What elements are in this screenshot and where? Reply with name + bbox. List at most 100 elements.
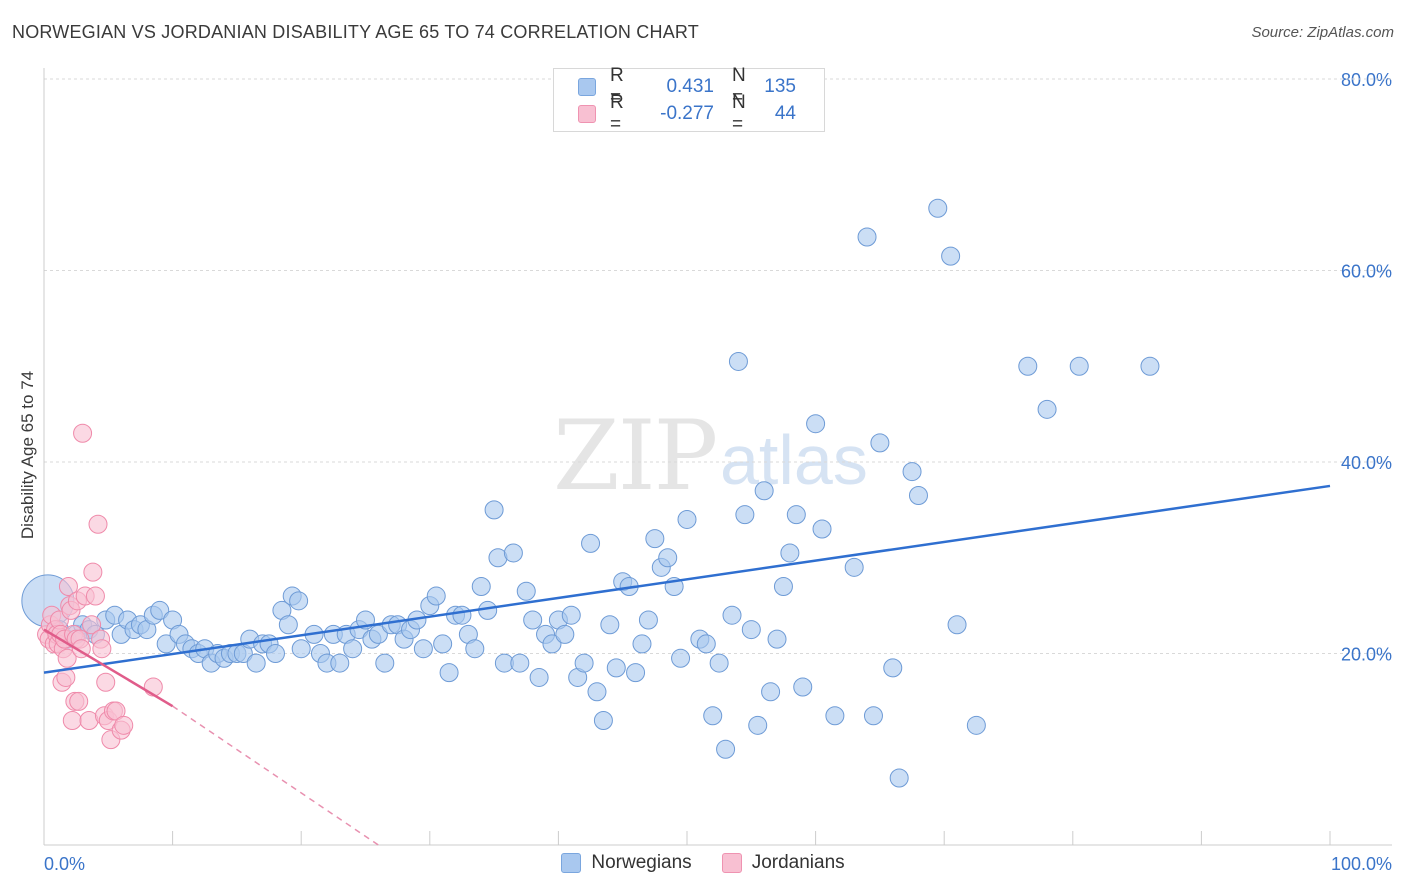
point-norwegians: [150, 600, 170, 620]
y-tick-label: 60.0%: [1341, 262, 1392, 282]
point-jordanians: [58, 576, 78, 596]
point-norwegians: [600, 615, 620, 635]
point-jordanians: [88, 514, 108, 534]
point-norwegians: [626, 663, 646, 683]
point-norwegians: [478, 600, 498, 620]
point-norwegians: [716, 739, 736, 759]
y-tick-label: 40.0%: [1341, 453, 1392, 473]
point-norwegians: [671, 648, 691, 668]
y-tick-label: 20.0%: [1341, 645, 1392, 665]
series-legend: Norwegians Jordanians: [0, 852, 1406, 874]
chart-title: NORWEGIAN VS JORDANIAN DISABILITY AGE 65…: [12, 22, 699, 42]
point-norwegians: [1069, 356, 1089, 376]
point-jordanians: [96, 672, 116, 692]
point-norwegians: [375, 653, 395, 673]
point-norwegians: [793, 677, 813, 697]
legend-r-label: R =: [610, 92, 624, 135]
point-jordanians: [73, 423, 93, 443]
point-norwegians: [465, 639, 485, 659]
point-norwegians: [754, 481, 774, 501]
point-norwegians: [587, 682, 607, 702]
trendline-jordanians: [43, 628, 174, 708]
point-jordanians: [114, 715, 134, 735]
point-norwegians: [748, 715, 768, 735]
point-norwegians: [1037, 399, 1057, 419]
point-norwegians: [561, 605, 581, 625]
point-norwegians: [863, 706, 883, 726]
series-label-norwegians: Norwegians: [591, 852, 692, 873]
point-norwegians: [439, 663, 459, 683]
point-jordanians: [57, 648, 77, 668]
point-norwegians: [786, 505, 806, 525]
point-norwegians: [606, 658, 626, 678]
watermark-atlas: atlas: [720, 421, 868, 499]
legend-n-label: N =: [732, 92, 746, 135]
point-norwegians: [883, 658, 903, 678]
point-norwegians: [523, 610, 543, 630]
legend-n-value: 44: [774, 103, 796, 124]
trendline-norwegians: [43, 484, 1331, 674]
point-norwegians: [503, 543, 523, 563]
point-norwegians: [735, 505, 755, 525]
x-tick-label: 100.0%: [1331, 854, 1392, 874]
point-norwegians: [780, 543, 800, 563]
point-norwegians: [703, 706, 723, 726]
point-norwegians: [741, 620, 761, 640]
point-norwegians: [265, 644, 285, 663]
series-swatch-jordanians: [721, 853, 742, 873]
point-norwegians: [330, 653, 350, 673]
point-norwegians: [767, 629, 787, 649]
point-norwegians: [632, 634, 652, 654]
point-norwegians: [966, 715, 986, 735]
point-norwegians: [289, 591, 309, 611]
point-norwegians: [246, 653, 266, 673]
point-norwegians: [825, 706, 845, 726]
legend-swatch-norwegians: [578, 78, 596, 96]
point-norwegians: [902, 462, 922, 482]
point-norwegians: [645, 529, 665, 549]
watermark-zip: ZIP: [553, 400, 718, 512]
point-norwegians: [433, 634, 453, 654]
point-norwegians: [889, 768, 909, 788]
stats-legend: R = 0.431 N = 135 R = -0.277 N = 44: [553, 65, 825, 135]
series-swatch-norwegians: [561, 853, 582, 873]
point-norwegians: [773, 576, 793, 596]
point-norwegians: [278, 615, 298, 635]
series-label-jordanians: Jordanians: [751, 852, 845, 873]
point-norwegians: [870, 433, 890, 453]
point-norwegians: [709, 653, 729, 673]
point-norwegians: [555, 624, 575, 644]
point-norwegians: [1018, 356, 1038, 376]
point-norwegians: [857, 227, 877, 247]
point-norwegians: [658, 548, 678, 568]
point-norwegians: [677, 509, 697, 529]
series-legend-norwegians[interactable]: Norwegians: [561, 852, 692, 874]
point-jordanians: [69, 691, 89, 711]
legend-row-jordanians: R = -0.277 N = 44: [578, 92, 796, 135]
point-jordanians: [62, 711, 82, 731]
point-norwegians: [928, 198, 948, 218]
point-norwegians: [581, 533, 601, 553]
point-norwegians: [696, 634, 716, 654]
point-jordanians: [92, 639, 112, 659]
point-norwegians: [156, 634, 176, 654]
point-norwegians: [510, 653, 530, 673]
series-legend-jordanians[interactable]: Jordanians: [721, 852, 845, 874]
point-norwegians: [761, 682, 781, 702]
point-jordanians: [83, 562, 103, 582]
legend-swatch-jordanians: [578, 105, 596, 123]
legend-n-value: 135: [764, 76, 796, 97]
legend-r-label: R =: [610, 65, 624, 108]
point-norwegians: [516, 581, 536, 601]
legend-n-label: N =: [732, 65, 746, 108]
point-jordanians: [82, 615, 102, 635]
legend-r-value: 0.431: [666, 76, 714, 97]
y-tick-label: 80.0%: [1341, 70, 1392, 90]
point-norwegians: [484, 500, 504, 520]
point-norwegians: [728, 351, 748, 371]
x-tick-label: 0.0%: [44, 854, 85, 874]
point-norwegians: [291, 639, 311, 659]
point-norwegians: [452, 605, 472, 625]
point-norwegians: [593, 711, 613, 731]
